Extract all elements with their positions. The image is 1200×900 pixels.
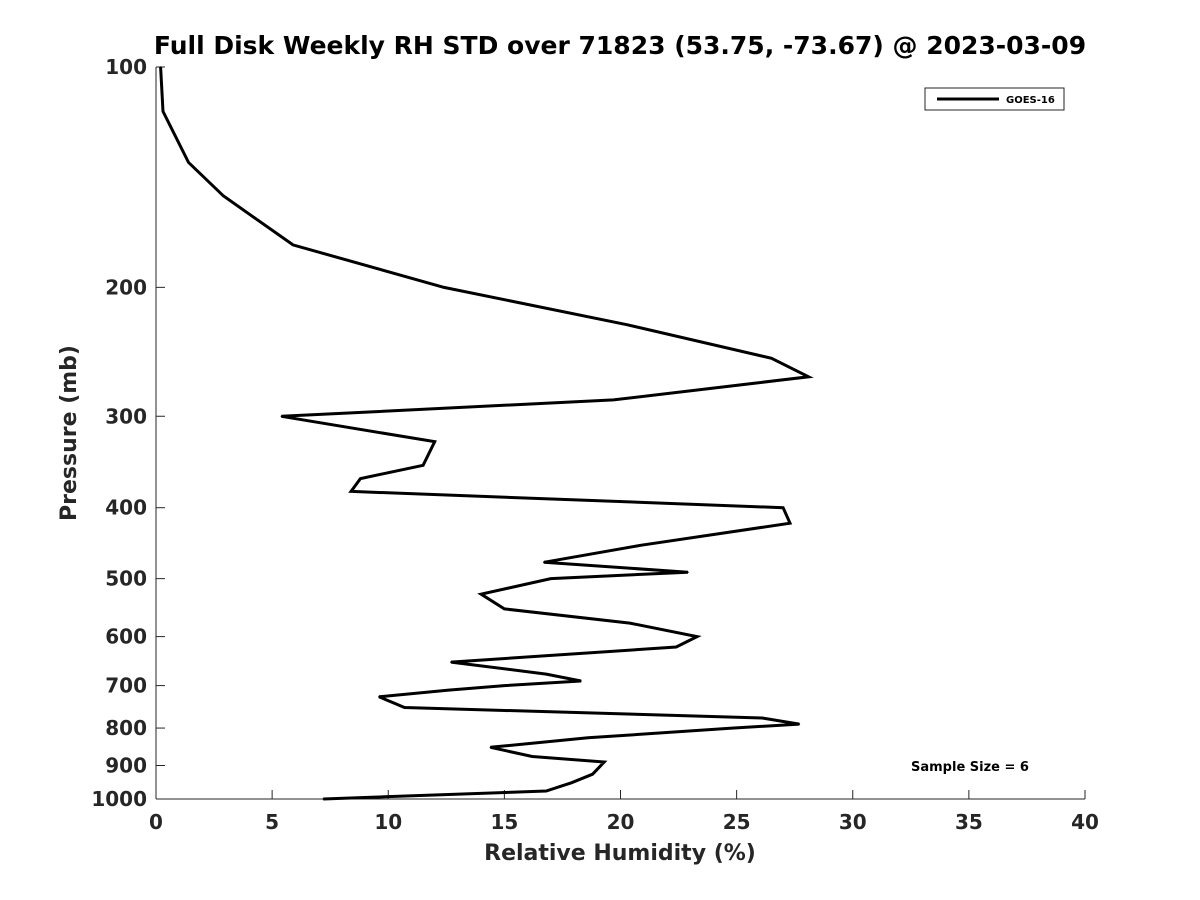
data-point [450, 661, 452, 663]
data-point [675, 646, 677, 648]
data-point [489, 746, 492, 749]
data-point [629, 622, 631, 624]
y-tick-label: 400 [105, 496, 147, 520]
sample-size-annotation: Sample Size = 6 [911, 760, 1029, 775]
series-layer [159, 66, 814, 801]
data-point [587, 737, 589, 739]
data-point [550, 577, 552, 580]
y-tick-label: 200 [105, 275, 147, 299]
y-tick-label: 600 [105, 625, 147, 649]
data-point [322, 798, 325, 800]
data-point [503, 608, 506, 610]
data-point [731, 727, 733, 729]
data-point [543, 561, 545, 564]
x-tick-label: 0 [149, 810, 163, 834]
legend-label-goes-16: GOES-16 [1006, 95, 1055, 106]
data-point [696, 635, 698, 638]
data-point [545, 790, 547, 792]
data-point [545, 673, 547, 675]
data-point [422, 464, 424, 467]
data-point [222, 195, 225, 197]
x-tick-label: 5 [265, 810, 279, 834]
data-point [187, 161, 190, 164]
data-point [626, 324, 629, 326]
y-axis-ticks: 100 200 300 400 500 600 700 800 900 1000 [91, 55, 165, 811]
data-point [292, 244, 294, 246]
data-point [591, 773, 594, 775]
data-point [447, 689, 450, 691]
data-point [687, 571, 689, 573]
y-tick-label: 500 [105, 567, 147, 591]
x-axis-label: Relative Humidity (%) [484, 841, 756, 866]
data-point [770, 357, 773, 360]
data-point [603, 761, 605, 763]
data-point [782, 506, 784, 509]
data-point [350, 490, 352, 493]
x-tick-label: 30 [839, 810, 867, 834]
data-point [640, 544, 643, 546]
y-tick-label: 300 [105, 404, 147, 428]
data-point [503, 684, 506, 687]
legend: GOES-16 [924, 87, 1065, 111]
x-tick-label: 10 [374, 810, 402, 834]
y-tick-label: 100 [105, 55, 147, 79]
data-point [280, 415, 283, 418]
y-tick-label: 700 [105, 674, 147, 698]
chart-title: Full Disk Weekly RH STD over 71823 (53.7… [154, 31, 1086, 60]
data-point [612, 399, 615, 401]
data-point [789, 522, 791, 524]
data-point [433, 440, 436, 443]
data-point [159, 66, 162, 68]
data-point [378, 696, 380, 698]
data-point [807, 376, 810, 378]
x-axis-ticks: 0 5 10 15 20 25 30 35 40 [149, 790, 1099, 834]
y-tick-label: 1000 [91, 787, 147, 811]
x-tick-label: 20 [607, 810, 635, 834]
data-point [359, 477, 362, 480]
data-point [570, 781, 573, 784]
series-line-goes-16 [159, 66, 814, 801]
y-tick-label: 800 [105, 716, 147, 740]
data-point [531, 755, 533, 758]
x-tick-label: 25 [723, 810, 751, 834]
x-tick-label: 40 [1071, 810, 1099, 834]
data-point [443, 286, 445, 289]
x-tick-label: 15 [490, 810, 518, 834]
data-point [580, 680, 582, 682]
y-tick-label: 900 [105, 754, 147, 778]
data-point [480, 593, 482, 595]
y-axis-label: Pressure (mb) [57, 345, 82, 521]
plot-area [155, 67, 1085, 800]
data-point [162, 110, 164, 113]
data-point [761, 717, 763, 719]
data-point [798, 723, 801, 725]
data-point [403, 706, 406, 709]
x-tick-label: 35 [955, 810, 983, 834]
